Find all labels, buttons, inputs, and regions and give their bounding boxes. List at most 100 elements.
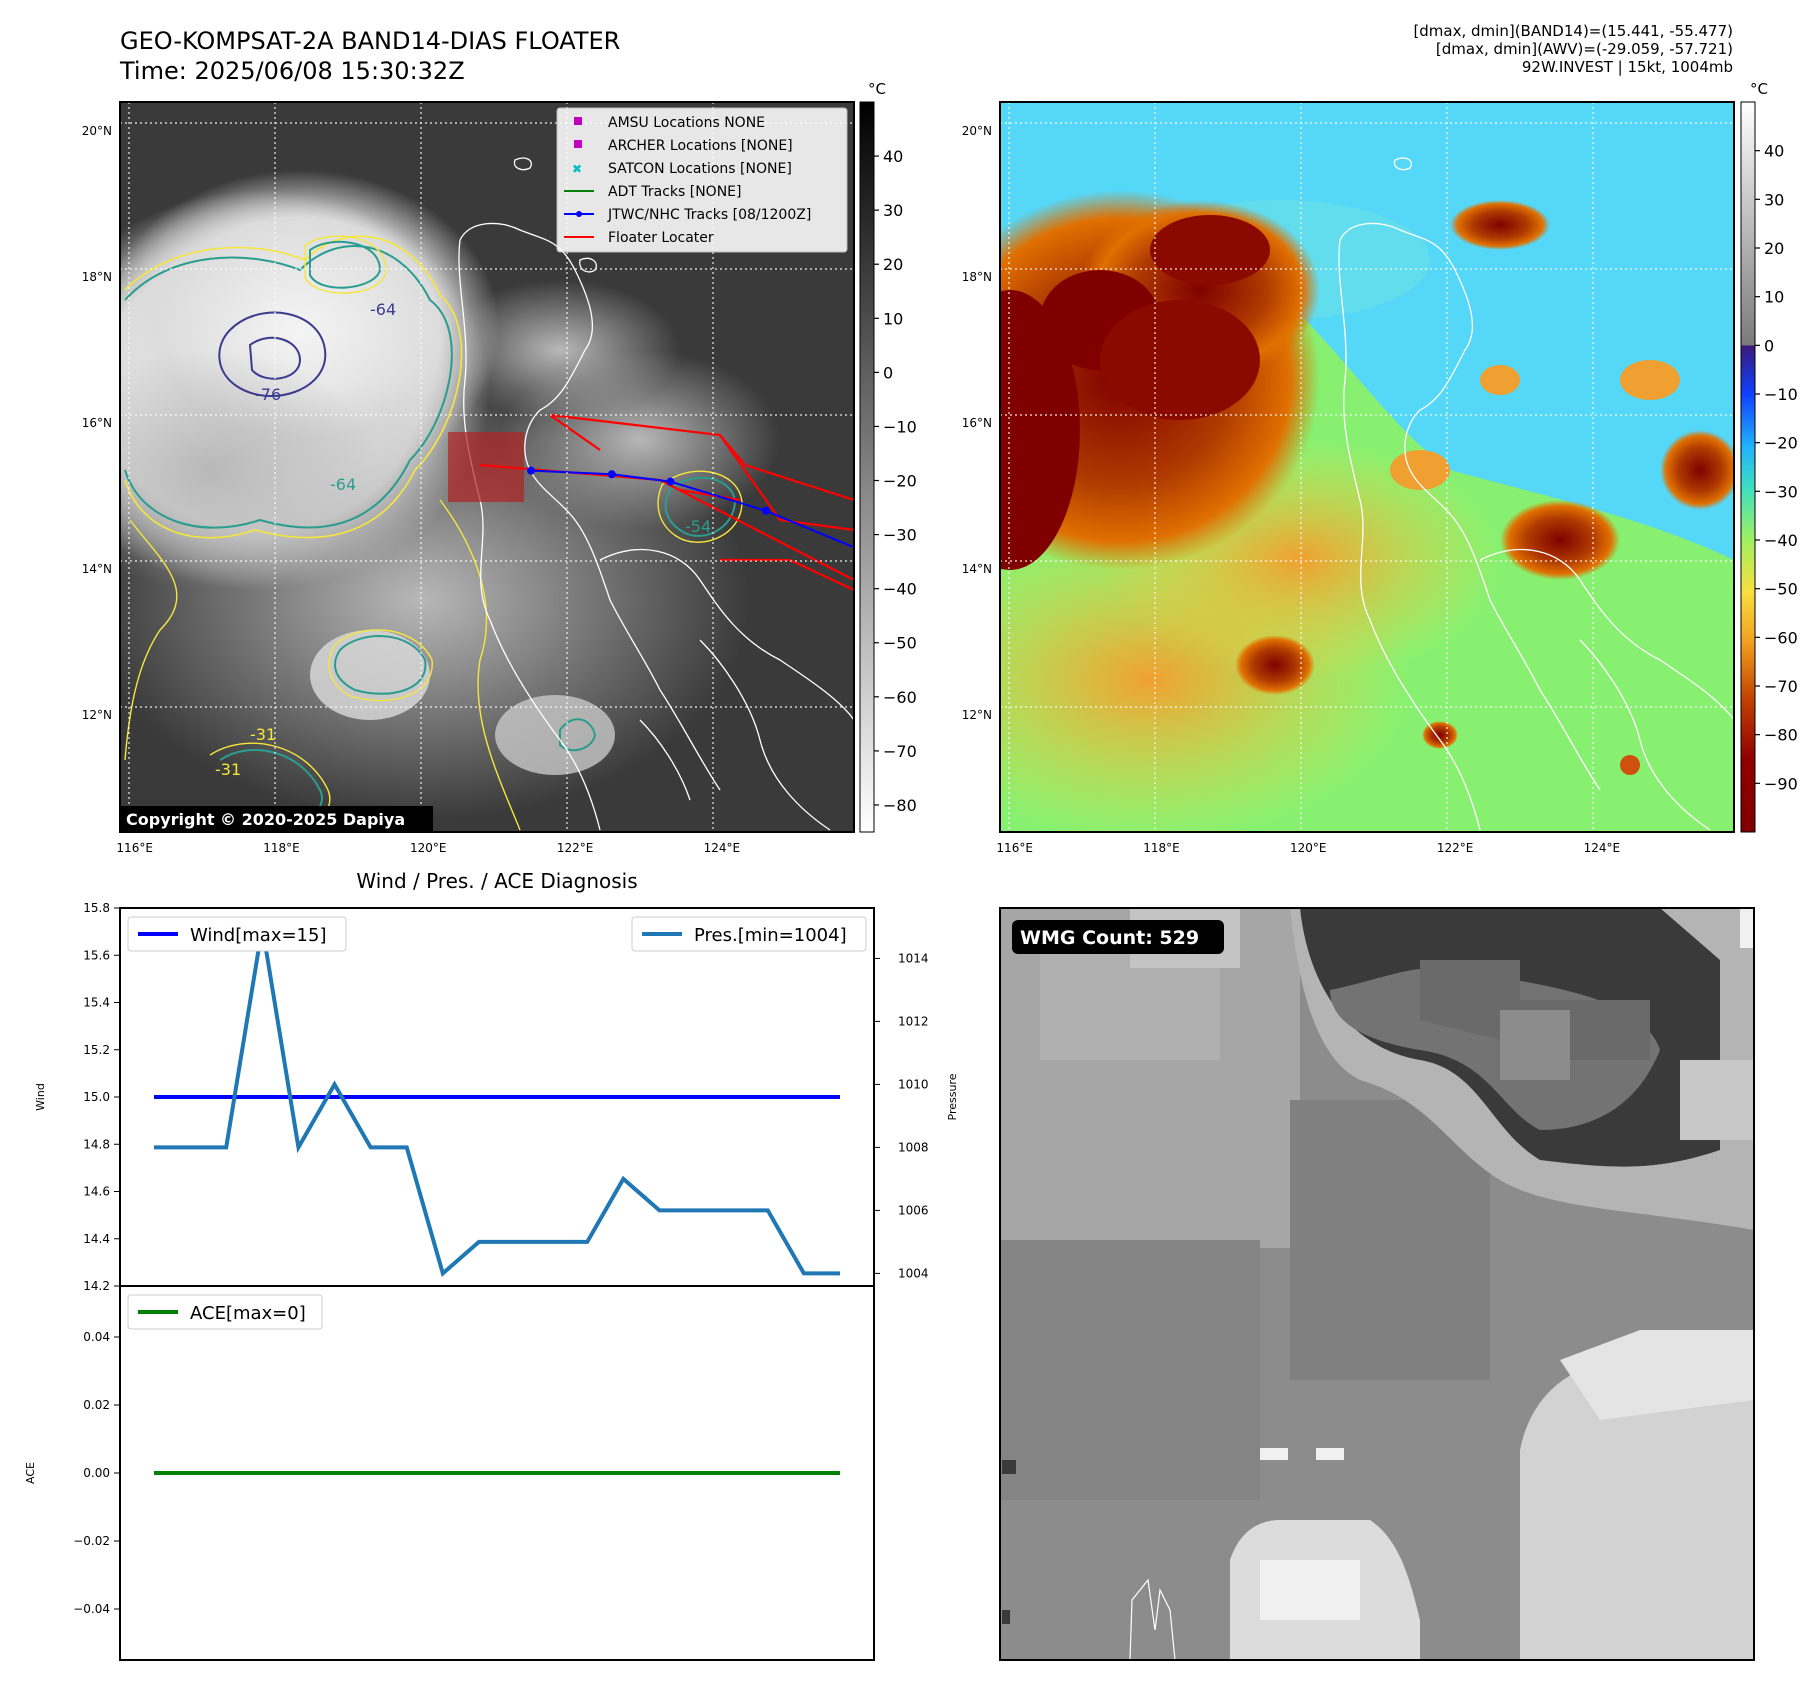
colorbar-tick-label: 10 bbox=[883, 309, 903, 328]
pressure-series-line bbox=[154, 926, 840, 1277]
awv-lat-labels: 20°N 18°N 16°N 14°N 12°N bbox=[962, 124, 992, 722]
lat-label: 12°N bbox=[962, 708, 992, 722]
lat-label: 18°N bbox=[962, 270, 992, 284]
wind-axis-label: Wind bbox=[34, 1083, 47, 1111]
pressure-tick-label: 1004 bbox=[898, 1266, 929, 1280]
jtwc-track-point bbox=[607, 470, 616, 479]
colorbar-tick-label: 40 bbox=[883, 147, 903, 166]
lon-label: 118°E bbox=[1143, 841, 1180, 855]
colorbar-tick-label: 0 bbox=[883, 363, 893, 382]
wind-tick-label: 14.6 bbox=[83, 1185, 110, 1199]
jtwc-track-point bbox=[527, 466, 536, 475]
colorbar-tick-label: 20 bbox=[1764, 239, 1784, 258]
colorbar-tick-label: 10 bbox=[1764, 288, 1784, 307]
info-awv-range: [dmax, dmin](AWV)=(-29.059, -57.721) bbox=[1435, 40, 1733, 58]
colorbar-tick-label: −70 bbox=[883, 742, 917, 761]
wind-tick-label: 14.4 bbox=[83, 1232, 110, 1246]
ace-tick-label: −0.04 bbox=[73, 1602, 110, 1616]
lon-label: 122°E bbox=[1437, 841, 1474, 855]
ir-lat-labels: 20°N 18°N 16°N 14°N 12°N bbox=[82, 124, 112, 722]
colorbar-tick-label: −80 bbox=[1764, 726, 1798, 745]
colorbar-tick-label: −10 bbox=[883, 417, 917, 436]
title-line-2: Time: 2025/06/08 15:30:32Z bbox=[120, 57, 465, 85]
awv-imagery bbox=[1000, 102, 1734, 832]
colorbar-tick-label: 30 bbox=[1764, 190, 1784, 209]
legend-label: ADT Tracks [NONE] bbox=[608, 184, 741, 200]
colorbar-tick-label: −60 bbox=[1764, 628, 1798, 647]
diagnosis-lower-panel: −0.04 −0.02 0.00 0.02 0.04 bbox=[73, 1330, 840, 1616]
awv-colorbar bbox=[1740, 101, 1756, 833]
copyright-text: Copyright © 2020-2025 Dapiya bbox=[126, 810, 405, 829]
wind-tick-label: 15.0 bbox=[83, 1090, 110, 1104]
pressure-tick-label: 1006 bbox=[898, 1203, 929, 1217]
awv-colorbar-unit: °C bbox=[1750, 80, 1768, 98]
lat-label: 18°N bbox=[82, 270, 112, 284]
info-storm: 92W.INVEST | 15kt, 1004mb bbox=[1521, 58, 1733, 76]
wind-legend: Wind[max=15] bbox=[127, 916, 347, 952]
colorbar-tick-label: −10 bbox=[1764, 385, 1798, 404]
diagnosis-upper-panel: 14.2 14.4 14.6 14.8 15.0 15.2 15.4 15.6 15.8 1004… bbox=[83, 901, 928, 1293]
lat-label: 14°N bbox=[82, 562, 112, 576]
lat-label: 16°N bbox=[82, 416, 112, 430]
colorbar-tick-label: 30 bbox=[883, 201, 903, 220]
wmg-count-text: WMG Count: 529 bbox=[1020, 927, 1199, 949]
wind-tick-label: 14.8 bbox=[83, 1137, 110, 1151]
wind-tick-label: 15.4 bbox=[83, 996, 110, 1010]
contour-label: -64 bbox=[370, 300, 396, 319]
legend-marker bbox=[574, 140, 582, 148]
colorbar-tick-label: 40 bbox=[1764, 142, 1784, 161]
copyright-box bbox=[121, 806, 433, 832]
lon-label: 124°E bbox=[1584, 841, 1621, 855]
wind-tick-label: 15.2 bbox=[83, 1043, 110, 1057]
stats-info: [dmax, dmin](BAND14)=(15.441, -55.477) [… bbox=[1413, 22, 1733, 76]
ir-colorbar-unit: °C bbox=[868, 80, 886, 98]
colorbar-tick-label: 20 bbox=[883, 255, 903, 274]
title-line-1: GEO-KOMPSAT-2A BAND14-DIAS FLOATER bbox=[120, 27, 621, 55]
ace-axis-label: ACE bbox=[24, 1462, 37, 1484]
contour-label: -64 bbox=[330, 475, 356, 494]
legend-label: AMSU Locations NONE bbox=[608, 115, 765, 131]
contour-labels: -64 -76 -64 -54 -31 -31 bbox=[215, 300, 711, 779]
pressure-tick-label: 1014 bbox=[898, 951, 929, 965]
pressure-axis-label: Pressure bbox=[946, 1073, 959, 1120]
ace-tick-label: 0.00 bbox=[83, 1466, 110, 1480]
diagnosis-lower-frame bbox=[119, 1285, 875, 1661]
pressure-tick-label: 1010 bbox=[898, 1077, 929, 1091]
colorbar-tick-label: −50 bbox=[883, 634, 917, 653]
colorbar-tick-label: −40 bbox=[1764, 531, 1798, 550]
ir-legend: AMSU Locations NONE ARCHER Locations [NON… bbox=[556, 107, 848, 253]
ir-colorbar bbox=[859, 101, 875, 833]
lat-label: 12°N bbox=[82, 708, 112, 722]
colorbar-tick-label: −30 bbox=[1764, 482, 1798, 501]
lat-label: 14°N bbox=[962, 562, 992, 576]
colorbar-tick-label: −60 bbox=[883, 688, 917, 707]
lat-label: 16°N bbox=[962, 416, 992, 430]
colorbar-tick-label: −80 bbox=[883, 796, 917, 815]
awv-map-frame bbox=[999, 101, 1735, 833]
legend-label: SATCON Locations [NONE] bbox=[608, 161, 792, 177]
info-band14-range: [dmax, dmin](BAND14)=(15.441, -55.477) bbox=[1413, 22, 1733, 40]
wind-tick-label: 15.8 bbox=[83, 901, 110, 915]
ace-legend: ACE[max=0] bbox=[127, 1294, 323, 1330]
legend-marker bbox=[576, 211, 582, 217]
lon-label: 124°E bbox=[704, 841, 741, 855]
lon-label: 120°E bbox=[410, 841, 447, 855]
lon-label: 116°E bbox=[996, 841, 1033, 855]
colorbar-tick-label: −30 bbox=[883, 526, 917, 545]
legend-label: Floater Locater bbox=[608, 230, 714, 246]
lon-label: 120°E bbox=[1290, 841, 1327, 855]
colorbar-tick-label: 0 bbox=[1764, 336, 1774, 355]
jtwc-track-point bbox=[761, 506, 770, 515]
lon-label: 118°E bbox=[263, 841, 300, 855]
colorbar-tick-label: −40 bbox=[883, 580, 917, 599]
legend-label: JTWC/NHC Tracks [08/1200Z] bbox=[607, 207, 811, 223]
colorbar-tick-label: −50 bbox=[1764, 580, 1798, 599]
wind-tick-label: 14.2 bbox=[83, 1279, 110, 1293]
contour-label: -31 bbox=[250, 725, 276, 744]
lon-label: 122°E bbox=[557, 841, 594, 855]
ir-colorbar-ticks: 40 30 20 10 0 −10 −20 −30 −40 −50 −60 −70 −80 bbox=[874, 147, 917, 815]
contour-label: -31 bbox=[215, 760, 241, 779]
diagnosis-title: Wind / Pres. / ACE Diagnosis bbox=[356, 869, 637, 893]
colorbar-tick-label: −90 bbox=[1764, 774, 1798, 793]
